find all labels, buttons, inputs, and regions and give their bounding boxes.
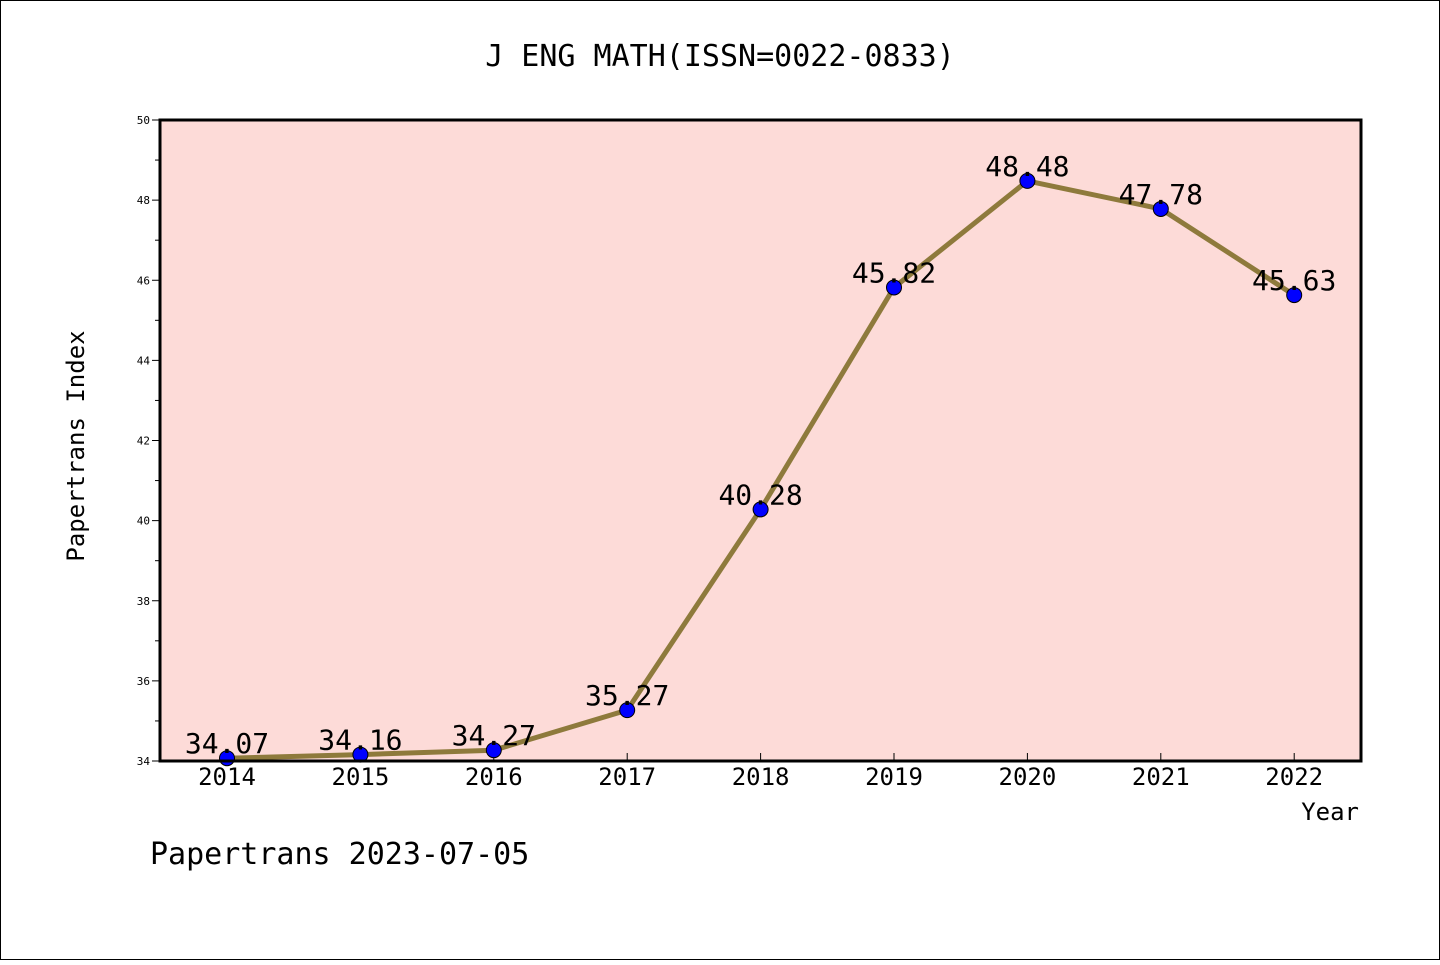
data-value-label: 45.63 bbox=[1252, 264, 1336, 297]
plot-area bbox=[160, 120, 1361, 761]
ticks-layer: 34 36 38 40 42 44 46 48 50 2014 2015 2016 2017 2018 20… bbox=[137, 114, 1323, 791]
y-tick-label: 36 bbox=[137, 675, 150, 688]
y-axis-label: Papertrans Index bbox=[62, 330, 90, 561]
data-value-label: 47.78 bbox=[1119, 178, 1203, 211]
data-point-marker bbox=[1152, 200, 1169, 217]
y-tick-label: 40 bbox=[137, 515, 150, 528]
y-tick-label: 34 bbox=[137, 755, 151, 768]
y-tick-label: 50 bbox=[137, 114, 150, 127]
y-tick-label: 44 bbox=[137, 354, 151, 367]
data-point-marker bbox=[619, 702, 636, 719]
x-tick-label: 2015 bbox=[332, 763, 390, 791]
x-tick-label: 2016 bbox=[465, 763, 523, 791]
data-point-marker bbox=[1286, 287, 1303, 304]
x-tick-label: 2020 bbox=[999, 763, 1057, 791]
data-point-marker bbox=[752, 501, 769, 518]
data-value-label: 40.28 bbox=[718, 478, 802, 511]
x-tick-label: 2021 bbox=[1132, 763, 1190, 791]
y-tick-label: 48 bbox=[137, 194, 150, 207]
x-tick-label: 2014 bbox=[198, 763, 256, 791]
data-value-label: 34.27 bbox=[452, 719, 536, 752]
data-point-marker bbox=[485, 742, 502, 759]
data-value-label: 34.16 bbox=[318, 724, 402, 757]
chart-title: J ENG MATH(ISSN=0022-0833) bbox=[485, 39, 955, 74]
data-value-label: 45.82 bbox=[852, 256, 936, 289]
plot-frame bbox=[158, 118, 1363, 763]
data-point-marker bbox=[886, 279, 902, 296]
labels-layer: 34.07 34.16 34.27 35.27 40.28 45.82 48.48 47.78… bbox=[185, 150, 1336, 760]
x-tick-label: 2018 bbox=[732, 763, 790, 791]
data-value-label: 35.27 bbox=[585, 679, 669, 712]
x-axis-label: Year bbox=[1301, 798, 1359, 826]
footer-credit: Papertrans 2023-07-05 bbox=[150, 837, 529, 872]
data-value-label: 34.07 bbox=[185, 727, 269, 760]
y-tick-label: 46 bbox=[137, 274, 150, 287]
x-tick-label: 2019 bbox=[865, 763, 923, 791]
data-value-label: 48.48 bbox=[985, 150, 1069, 183]
y-tick-label: 38 bbox=[137, 595, 150, 608]
data-point-marker bbox=[1019, 172, 1036, 189]
x-tick-label: 2017 bbox=[598, 763, 656, 791]
x-tick-label: 2022 bbox=[1265, 763, 1323, 791]
y-tick-label: 42 bbox=[137, 435, 150, 448]
